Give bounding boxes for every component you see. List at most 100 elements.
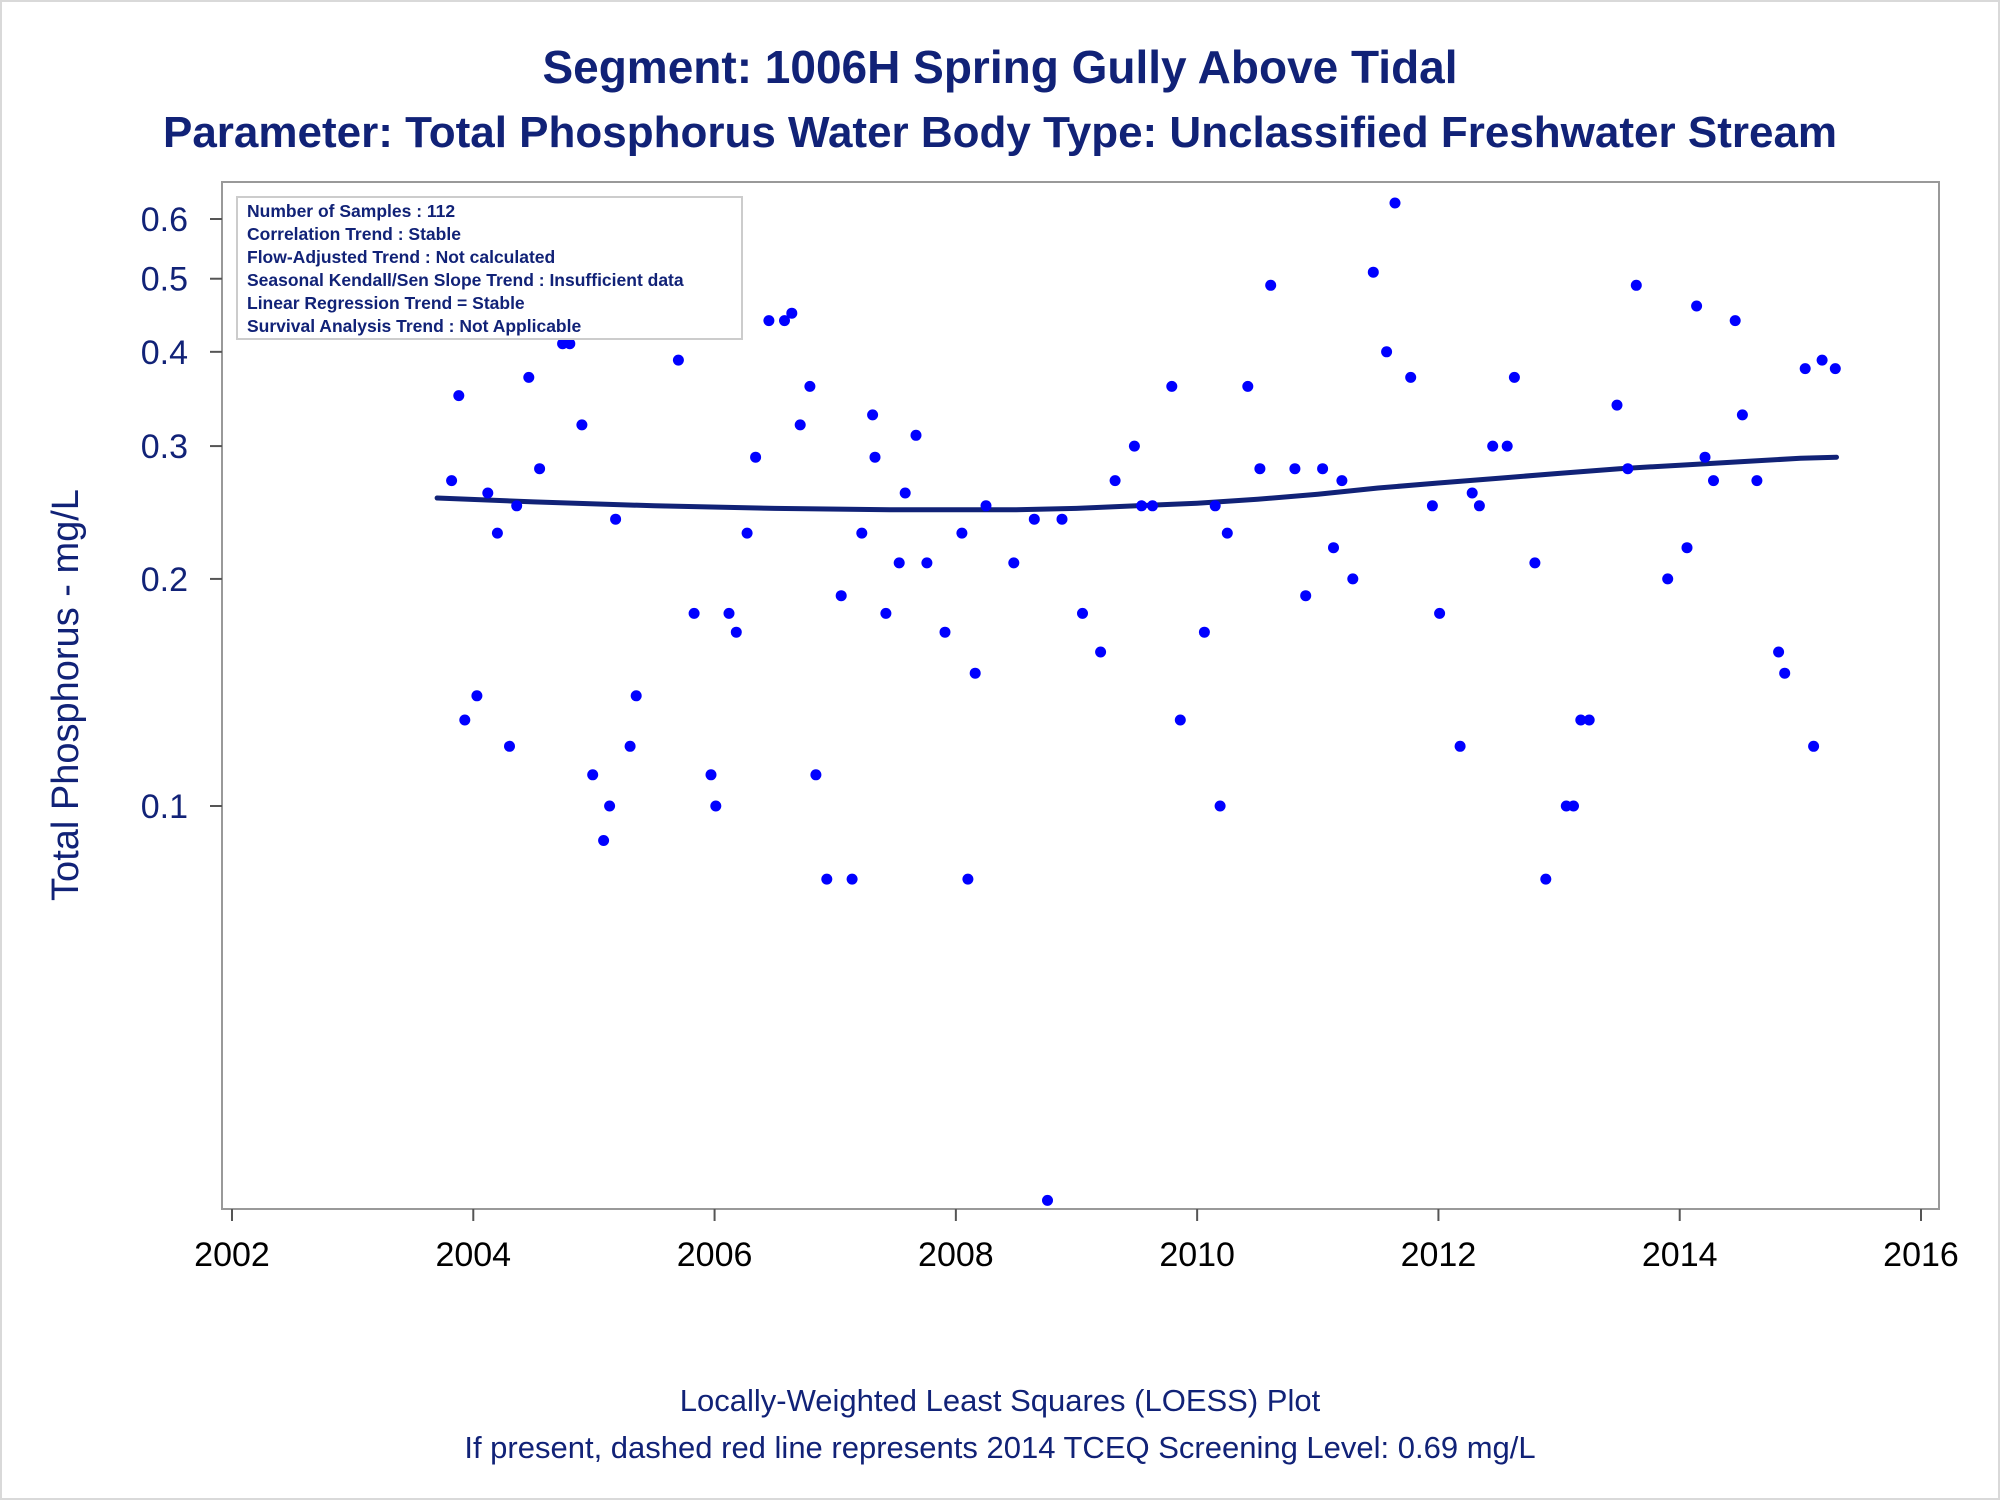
data-point (1389, 197, 1401, 209)
data-point (1056, 513, 1068, 525)
data-point (523, 371, 535, 383)
data-point (534, 463, 546, 475)
data-point (1166, 380, 1178, 392)
data-point (1699, 451, 1711, 463)
data-point (1568, 800, 1579, 812)
data-point (624, 740, 636, 752)
data-point (564, 338, 576, 350)
data-point (1367, 266, 1379, 278)
data-point (1434, 607, 1446, 619)
data-point (1501, 440, 1513, 452)
data-point (1405, 371, 1417, 383)
data-point (1028, 513, 1040, 525)
data-point (1691, 300, 1703, 312)
data-point (1473, 500, 1485, 512)
data-point (763, 315, 775, 327)
data-point (804, 380, 816, 392)
x-tick-label: 2006 (677, 1236, 753, 1274)
data-point (598, 835, 610, 846)
data-point (1317, 463, 1329, 475)
data-point (688, 607, 700, 619)
data-point (810, 769, 822, 781)
data-point (482, 487, 494, 499)
data-point (1529, 557, 1541, 569)
data-point (1008, 557, 1020, 569)
data-point (1773, 646, 1785, 658)
data-point (710, 800, 722, 812)
data-point (576, 419, 588, 431)
footnote-loess: Locally-Weighted Least Squares (LOESS) P… (680, 1383, 1321, 1418)
plot-area (221, 181, 1940, 1210)
data-point (1336, 475, 1348, 487)
data-point (1209, 500, 1221, 512)
x-tick-label: 2008 (918, 1236, 994, 1274)
data-point (1575, 714, 1587, 726)
data-point (741, 527, 753, 539)
data-point (1816, 354, 1828, 366)
data-point (723, 607, 735, 619)
data-point (1662, 573, 1674, 585)
data-point (980, 500, 992, 512)
data-point (610, 513, 622, 525)
data-point (893, 557, 905, 569)
loess-curve-layer (434, 454, 1839, 513)
stats-box (236, 196, 743, 340)
data-point (910, 429, 922, 441)
y-tick-label: 0.5 (141, 261, 188, 299)
data-point (1622, 463, 1634, 475)
data-point (1808, 740, 1820, 752)
x-tick-label: 2004 (435, 1236, 511, 1274)
data-point (750, 451, 762, 463)
data-point (1779, 667, 1791, 679)
data-point (504, 740, 515, 752)
data-point (939, 626, 951, 638)
data-point (1799, 363, 1811, 375)
x-tick-label: 2012 (1401, 1236, 1477, 1274)
y-axis: 0.1 0.2 0.3 0.4 0.5 0.6 (141, 201, 222, 826)
y-tick-label: 0.2 (141, 561, 188, 599)
data-point (794, 419, 806, 431)
data-point (869, 451, 881, 463)
stats-line: Survival Analysis Trend : Not Applicable (247, 316, 581, 336)
data-point (1174, 714, 1186, 726)
data-point (821, 873, 833, 885)
data-point (1630, 279, 1642, 291)
data-point (604, 800, 616, 812)
y-tick-label: 0.4 (141, 334, 188, 372)
data-point (471, 690, 483, 702)
y-axis-label: Total Phosphorus - mg/L (45, 489, 87, 901)
data-point (1829, 363, 1841, 375)
data-point (899, 487, 911, 499)
loess-curve (434, 454, 1839, 513)
footnote-screening-level: If present, dashed red line represents 2… (464, 1430, 1535, 1465)
data-point (1042, 1194, 1053, 1206)
data-point (1300, 590, 1312, 602)
data-point (962, 873, 974, 885)
scatter-points-layer (431, 197, 1841, 1206)
stats-line: Number of Samples : 112 (247, 201, 455, 221)
data-point (1136, 500, 1148, 512)
y-tick-label: 0.3 (141, 428, 188, 466)
stats-box-lines: Number of Samples : 112 Correlation Trend… (247, 201, 684, 336)
data-point (1487, 440, 1499, 452)
data-point (856, 527, 868, 539)
data-point (1454, 740, 1466, 752)
data-point (1347, 573, 1359, 585)
stats-line: Seasonal Kendall/Sen Slope Trend : Insuf… (247, 270, 684, 290)
x-tick-label: 2010 (1159, 1236, 1235, 1274)
stats-line: Correlation Trend : Stable (247, 224, 461, 244)
data-point (1729, 315, 1741, 327)
y-tick-label: 0.1 (141, 788, 188, 826)
data-point (453, 390, 465, 402)
data-point (1751, 475, 1763, 487)
data-point (835, 590, 847, 602)
stats-line: Flow-Adjusted Trend : Not calculated (247, 247, 555, 267)
data-point (1736, 409, 1748, 421)
data-point (587, 769, 599, 781)
data-point (1242, 380, 1254, 392)
data-point (1198, 626, 1210, 638)
data-point (1254, 463, 1266, 475)
data-point (459, 714, 471, 726)
x-tick-label: 2016 (1883, 1236, 1959, 1274)
data-point (446, 475, 458, 487)
